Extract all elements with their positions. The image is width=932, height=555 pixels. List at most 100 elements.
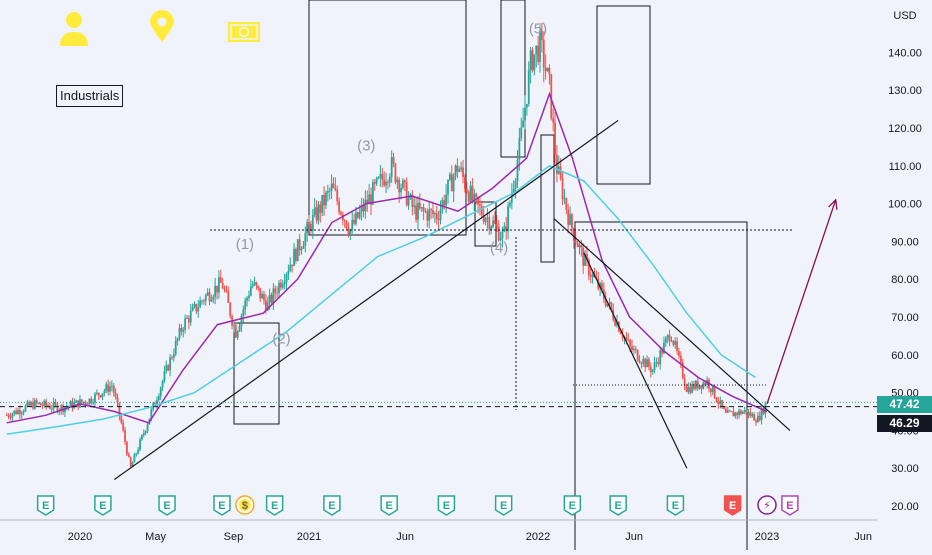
candle-body [371, 182, 374, 205]
annotation-box[interactable] [233, 322, 280, 425]
earnings-upcoming-marker[interactable]: E [781, 495, 799, 516]
candle-body [150, 409, 153, 419]
earnings-marker[interactable]: E [158, 495, 176, 516]
candle-body [109, 386, 111, 392]
earnings-marker[interactable]: E [666, 495, 685, 516]
price-candles [5, 22, 767, 467]
candle-body [509, 202, 511, 206]
candle-body [54, 402, 57, 405]
candle-body [516, 159, 519, 182]
candle-body [762, 408, 765, 414]
candle-body [492, 220, 494, 227]
earnings-marker[interactable]: E [265, 495, 284, 516]
candle-body [663, 342, 665, 354]
earnings-marker[interactable]: E [437, 495, 456, 516]
annotation-box[interactable] [500, 0, 526, 158]
candle-body [753, 414, 755, 421]
candle-body [50, 408, 53, 410]
x-axis: 2020 May Sep 2021 Jun 2022 Jun 2023 Jun [68, 531, 872, 543]
event-marker-glyph: E [271, 500, 278, 512]
event-marker-glyph: E [500, 500, 507, 512]
earnings-marker[interactable]: E [494, 495, 513, 516]
sector-label[interactable]: Industrials [56, 85, 124, 107]
y-tick-label: 130.00 [888, 85, 922, 97]
candle-body [310, 223, 312, 232]
candle-body [514, 181, 517, 189]
dividend-marker[interactable]: $ [235, 495, 255, 515]
annotation-box[interactable] [308, 0, 467, 236]
earnings-miss-marker[interactable]: E [723, 495, 742, 516]
candle-body [666, 335, 669, 339]
candle-body [202, 300, 205, 302]
event-marker-glyph: E [672, 500, 679, 512]
candle-body [11, 413, 14, 418]
candle-body [621, 334, 624, 338]
candle-body [430, 209, 433, 211]
candle-body [356, 212, 359, 218]
y-tick-label: 140.00 [888, 47, 922, 59]
candle-body [482, 214, 485, 222]
candle-body [270, 294, 273, 303]
y-tick-label: 60.00 [891, 350, 919, 362]
candle-body [586, 254, 588, 260]
candle-body [336, 190, 339, 202]
candle-body [728, 410, 731, 412]
split-marker[interactable]: ⚡ [757, 495, 777, 515]
candle-body [587, 259, 590, 276]
candle-body [473, 193, 476, 201]
candle-body [161, 380, 164, 388]
candle-body [253, 282, 256, 285]
candle-body [191, 306, 194, 311]
candle-body [80, 399, 83, 403]
annotation-box[interactable] [596, 5, 651, 185]
candle-body [614, 319, 617, 326]
candle-body [608, 302, 611, 304]
candle-body [272, 288, 275, 303]
candle-body [291, 264, 294, 266]
event-marker-glyph: E [569, 500, 576, 512]
candle-body [531, 50, 534, 71]
candle-body [601, 283, 603, 290]
earnings-marker[interactable]: E [609, 495, 627, 516]
candle-body [646, 359, 648, 368]
earnings-marker[interactable]: E [36, 495, 55, 516]
earnings-marker[interactable]: E [323, 495, 341, 516]
candle-body [60, 405, 63, 411]
candle-body [390, 156, 393, 177]
wave-label: (1) [236, 236, 254, 253]
candle-body [709, 388, 712, 393]
earnings-marker[interactable]: E [380, 495, 398, 516]
candle-body [24, 405, 27, 412]
earnings-marker[interactable]: E [563, 495, 582, 516]
candle-body [529, 50, 532, 71]
candle-body [137, 449, 140, 454]
earnings-marker[interactable]: E [213, 495, 231, 516]
candle-body [127, 454, 130, 457]
earnings-marker[interactable]: E [94, 495, 112, 516]
candle-body [248, 295, 250, 298]
candle-body [736, 412, 739, 416]
candle-body [756, 415, 759, 423]
candle-body [518, 138, 521, 160]
annotation-box[interactable] [540, 134, 555, 263]
candle-body [676, 341, 678, 352]
earnings-badge [265, 495, 284, 516]
candle-body [627, 339, 630, 341]
candle-body [110, 385, 113, 387]
candle-body [721, 400, 724, 407]
candle-body [550, 74, 553, 119]
candle-body [672, 340, 675, 345]
candle-body [142, 433, 145, 436]
candle-body [360, 205, 363, 212]
event-marker-glyph: E [786, 500, 793, 512]
candle-body [640, 362, 643, 364]
candle-body [407, 198, 410, 206]
candle-body [638, 360, 641, 363]
annotation-box[interactable] [574, 221, 748, 553]
candle-body [92, 402, 94, 404]
candle-body [313, 207, 316, 215]
candle-body [433, 213, 436, 215]
y-tick-label: 30.00 [891, 463, 919, 475]
